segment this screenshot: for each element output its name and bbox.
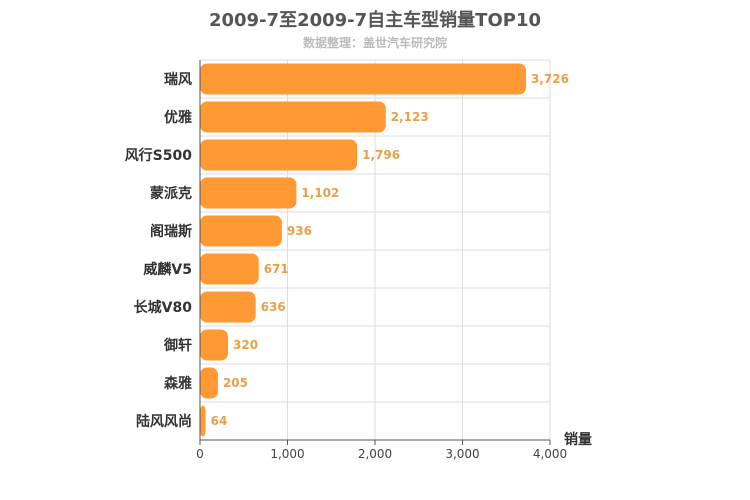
chart-title: 2009-7至2009-7自主车型销量TOP10 — [208, 10, 541, 31]
bar — [200, 215, 282, 247]
y-tick-label: 陆风风尚 — [136, 413, 192, 430]
bar — [200, 329, 228, 361]
x-tick-label: 4,000 — [533, 447, 567, 461]
bar — [200, 291, 256, 323]
bar — [200, 253, 259, 285]
x-tick-label: 3,000 — [445, 447, 479, 461]
data-label: 3,726 — [531, 72, 569, 86]
bar — [200, 101, 386, 133]
data-label: 1,796 — [362, 148, 400, 162]
data-label: 64 — [211, 414, 228, 428]
y-tick-label: 蒙派克 — [150, 185, 192, 202]
x-tick-label: 1,000 — [270, 447, 304, 461]
y-tick-label: 威麟V5 — [143, 261, 192, 278]
data-label: 671 — [264, 262, 289, 276]
y-tick-label: 瑞风 — [164, 71, 192, 88]
x-tick-label: 2,000 — [358, 447, 392, 461]
data-label: 936 — [287, 224, 312, 238]
y-tick-label: 御轩 — [163, 337, 192, 354]
data-label: 636 — [261, 300, 286, 314]
chart-subtitle: 数据整理：盖世汽车研究院 — [302, 36, 447, 50]
y-tick-label: 风行S500 — [125, 147, 193, 164]
y-tick-label: 优雅 — [164, 109, 192, 126]
data-label: 205 — [223, 376, 248, 390]
bar — [200, 63, 527, 95]
bar — [200, 139, 358, 171]
x-tick-label: 0 — [196, 447, 204, 461]
data-label: 1,102 — [301, 186, 339, 200]
x-axis-title: 销量 — [564, 431, 592, 448]
bar — [200, 405, 206, 437]
y-tick-label: 阁瑞斯 — [150, 223, 192, 240]
bar — [200, 367, 218, 399]
y-tick-label: 长城V80 — [134, 299, 193, 316]
y-tick-label: 森雅 — [164, 375, 192, 392]
data-label: 2,123 — [391, 110, 429, 124]
bar — [200, 177, 297, 209]
data-label: 320 — [233, 338, 258, 352]
